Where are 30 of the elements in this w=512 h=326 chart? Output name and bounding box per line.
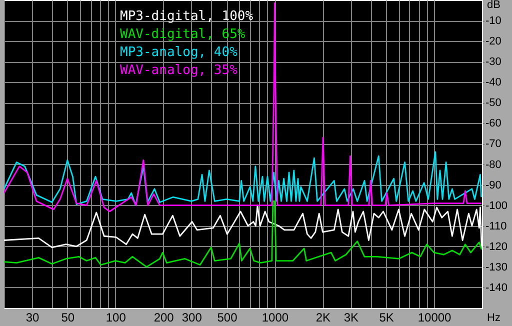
x-tick-label: 5K: [379, 310, 394, 324]
text: WAV-analog, 35%: [120, 63, 238, 78]
x-axis-title: Hz: [487, 312, 500, 324]
y-tick-label: -130: [486, 261, 508, 274]
y-tick-label: -80: [486, 158, 502, 171]
y-tick-label: -120: [486, 240, 508, 253]
y-tick-label: -90: [486, 179, 502, 192]
y-tick-label: -10: [486, 15, 502, 28]
x-tick-label: 1000: [262, 310, 289, 324]
x-tick-label: 100: [106, 310, 126, 324]
x-tick-label: 2K: [316, 310, 331, 324]
y-axis-title: dB: [487, 0, 500, 11]
text: MP3-digital, 100%: [120, 9, 254, 24]
x-tick-label: 3K: [344, 310, 359, 324]
x-tick-label: 10000: [418, 310, 452, 324]
y-tick-label: -40: [486, 76, 502, 89]
x-tick-label: 50: [61, 310, 75, 324]
x-tick-label: 200: [154, 310, 174, 324]
x-tick-label: 300: [182, 310, 202, 324]
y-tick-label: -100: [486, 200, 508, 212]
text: MP3-analog, 40%: [120, 45, 238, 60]
y-tick-label: -50: [486, 97, 502, 110]
y-tick-label: -30: [486, 56, 502, 68]
y-tick-label: -110: [486, 220, 507, 232]
y-tick-label: -70: [486, 138, 502, 150]
x-tick-label: 500: [217, 310, 238, 324]
x-tick-label: 30: [26, 310, 40, 324]
y-tick-label: -20: [486, 36, 502, 48]
y-tick-label: -140: [486, 282, 508, 294]
y-tick-label: -60: [486, 118, 502, 130]
